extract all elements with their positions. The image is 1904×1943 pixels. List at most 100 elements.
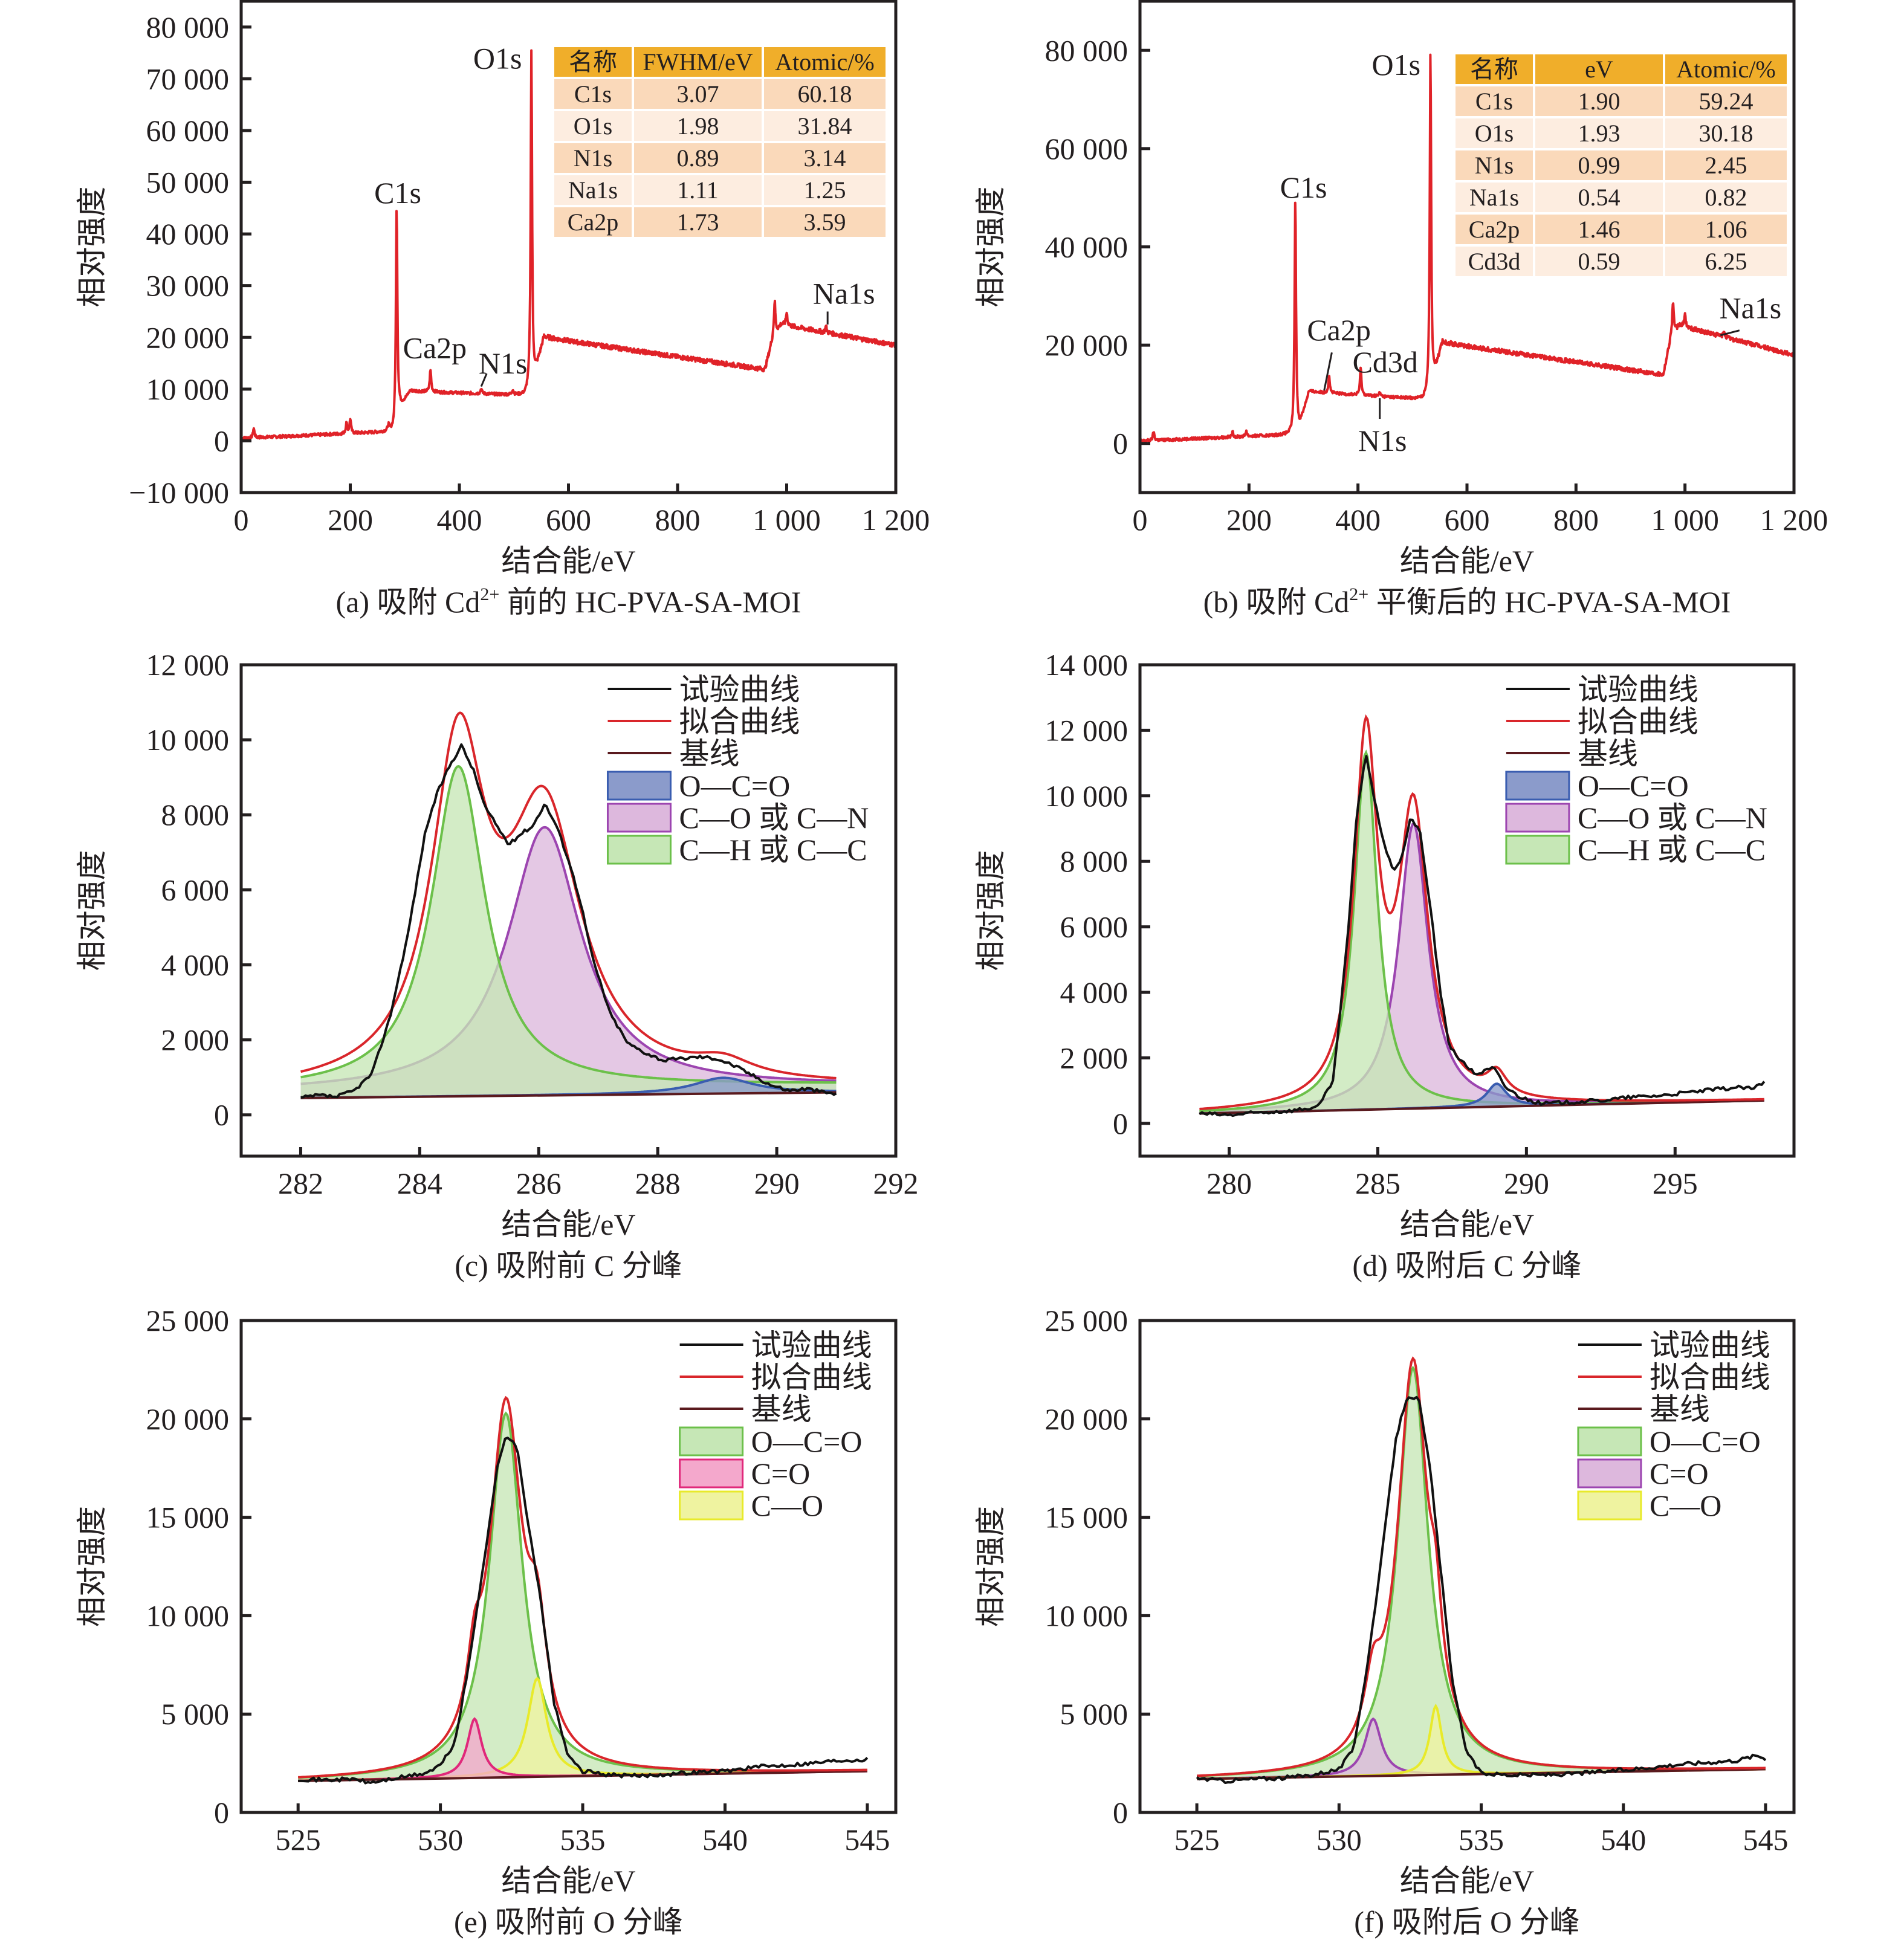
x-tick-label: 292 [873,1166,919,1200]
table-header-cell [554,47,632,77]
peak-label-na1s: Na1s [813,277,875,311]
table-cell-text: O1s [1475,120,1514,147]
legend-label: 拟合曲线 [1650,1360,1770,1394]
y-tick-label: 50 000 [146,166,230,199]
x-tick-label: 540 [1601,1823,1646,1857]
x-tick-label: 545 [844,1823,890,1857]
table-cell [1456,183,1533,212]
panel-caption: (b) 吸附 Cd2+ 平衡后的 HC-PVA-SA-MOI [1203,584,1731,619]
legend-fill-swatch [679,1458,744,1489]
annotation-leader-line [1720,329,1740,337]
y-axis-title: 相对强度 [75,850,109,971]
table-cell [1456,247,1533,276]
table-cell-text: 1.90 [1578,88,1621,115]
panel-caption: (d) 吸附后 C 分峰 [1352,1249,1581,1282]
legend-fill-swatch [1505,803,1570,833]
y-tick-label: 10 000 [1045,1599,1128,1632]
y-tick-label: 0 [1113,1796,1128,1829]
plot-area [1196,1356,1767,1784]
fit-curve-line [298,1395,867,1779]
table-cell-text: Na1s [1469,184,1519,211]
y-tick-label: 8 000 [161,798,230,832]
component-line-purple [1199,823,1764,1113]
table-header-cell [764,47,886,77]
table-cell [1535,86,1663,116]
legend-label: O—C=O [679,769,790,803]
y-tick-label: 10 000 [146,723,230,757]
peak-label-o1s: O1s [1371,48,1420,82]
caption-text: (e) 吸附前 O 分峰 [454,1905,683,1939]
table-cell-text: 1.98 [677,112,719,140]
legend-fill-swatch [1577,1458,1642,1489]
table-cell [554,143,632,173]
survey-spectrum-line [241,49,896,441]
table-cell [1665,150,1787,180]
table-cell [634,79,762,109]
y-tick-label: 20 000 [146,1402,230,1436]
x-tick-label: 1 000 [753,503,821,537]
y-tick-label: 15 000 [1045,1501,1128,1534]
x-tick-label: 1 000 [1651,503,1719,537]
legend-label: C=O [1650,1456,1709,1490]
y-tick-label: 2 000 [161,1023,230,1057]
x-tick-label: 286 [516,1166,562,1200]
table-cell-text: 1.25 [804,176,846,204]
y-tick-label: 70 000 [146,62,230,95]
y-tick-label: 0 [214,1796,229,1829]
table-cell-text: 1.73 [677,209,719,236]
y-tick-label: 15 000 [146,1501,230,1534]
table-cell [634,175,762,205]
component-area-purple [300,827,837,1098]
fit-curve-line [1196,1356,1766,1777]
table-header-cell [1665,54,1787,84]
y-tick-label: 80 000 [146,10,230,44]
table-cell [1665,183,1787,212]
table-cell-text: Ca2p [1469,216,1520,243]
table-cell-text: 0.54 [1578,184,1621,211]
panel-caption: (a) 吸附 Cd2+ 前的 HC-PVA-SA-MOI [336,584,801,619]
x-tick-label: 545 [1743,1823,1788,1857]
legend-label: O—C=O [751,1424,863,1458]
caption-text: (d) 吸附后 C 分峰 [1352,1249,1581,1282]
y-tick-label: 10 000 [1045,779,1128,813]
x-tick-label: 1 200 [862,503,930,537]
table-cell [764,111,886,141]
table-cell-text: 3.59 [804,209,846,236]
table-cell [554,175,632,205]
y-tick-label: 12 000 [1045,713,1128,747]
y-axis-title: 相对强度 [974,850,1008,971]
x-axis-title: 结合能/eV [501,1864,635,1898]
table-cell-text: 1.46 [1578,216,1621,243]
x-tick-label: 280 [1206,1166,1252,1200]
plot-frame [1138,1319,1796,1814]
legend-label: O—C=O [1578,769,1689,803]
table-cell [554,79,632,109]
x-tick-label: 400 [437,503,482,537]
peak-label-na1s: Na1s [1719,291,1781,325]
legend-label: 拟合曲线 [1578,705,1698,739]
plot-area [298,1395,869,1785]
x-axis-title: 结合能/eV [501,1208,635,1241]
panel-caption: (c) 吸附前 C 分峰 [455,1249,682,1282]
table-cell-text: 59.24 [1699,88,1753,115]
component-area-purple [1199,824,1764,1114]
legend-label: C—H 或 C—C [679,833,867,867]
caption-text: (c) 吸附前 C 分峰 [455,1249,682,1282]
y-tick-label: 10 000 [146,1599,230,1632]
x-tick-label: 535 [560,1823,606,1857]
y-tick-label: 40 000 [1045,230,1128,264]
x-tick-label: 530 [1316,1823,1362,1857]
table-cell [1535,183,1663,212]
table-header-text: 名称 [1470,56,1518,83]
y-tick-label: 30 000 [146,269,230,303]
inset-table: 名称 eV Atomic/% C1s 1.90 59.24 O1s 1.93 30.18 N1s 0… [1456,54,1787,276]
y-tick-label: 80 000 [1045,33,1128,67]
y-tick-label: 0 [1113,427,1128,461]
table-cell [1665,118,1787,148]
experimental-curve-line [1199,755,1766,1117]
legend-fill-swatch [1505,835,1570,865]
